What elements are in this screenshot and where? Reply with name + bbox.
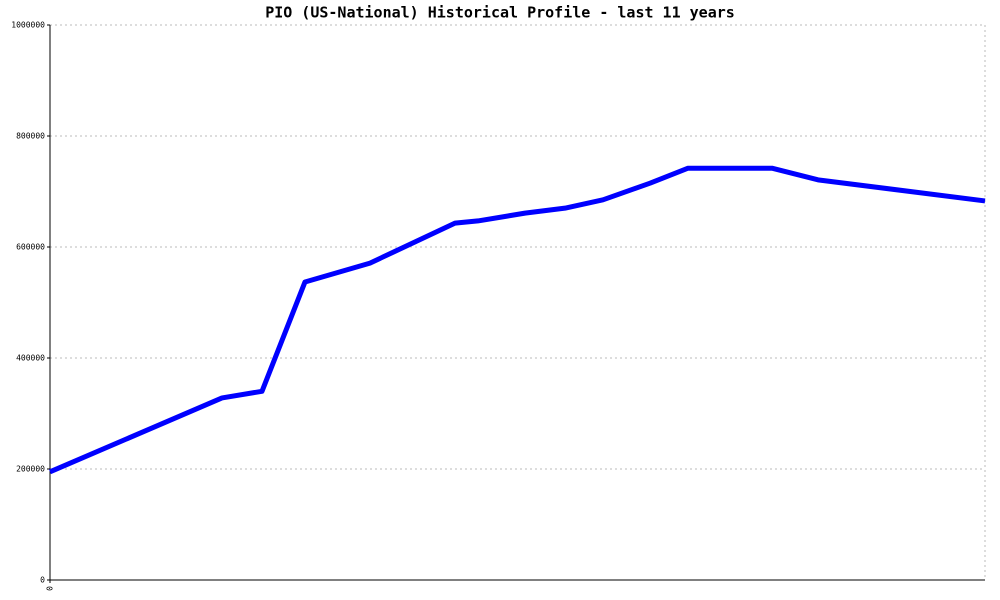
- y-tick-label: 0: [40, 576, 45, 585]
- line-series: [49, 165, 986, 475]
- y-tick-label: 200000: [16, 465, 45, 474]
- x-tick-label: 0: [46, 586, 55, 591]
- y-tick-label: 800000: [16, 132, 45, 141]
- chart-title: PIO (US-National) Historical Profile - l…: [265, 4, 735, 22]
- y-tick-label: 600000: [16, 243, 45, 252]
- y-tick-label: 400000: [16, 354, 45, 363]
- y-tick-label: 1000000: [11, 21, 45, 30]
